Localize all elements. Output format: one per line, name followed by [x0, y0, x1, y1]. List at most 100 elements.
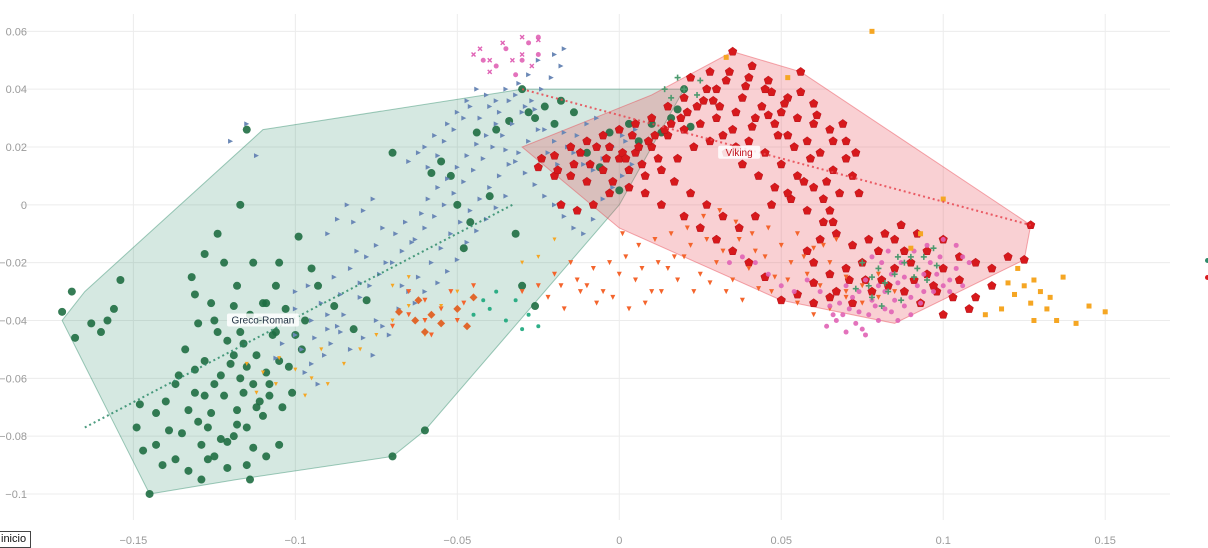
data-point: [109, 304, 118, 313]
data-point: [362, 296, 371, 305]
data-point: [380, 225, 386, 231]
data-point: [531, 114, 540, 123]
data-point: [428, 260, 434, 266]
data-point: [370, 352, 376, 358]
data-point: [804, 271, 810, 277]
data-point: [556, 200, 566, 209]
data-point: [228, 138, 234, 144]
inicio-button[interactable]: inicio: [0, 531, 32, 548]
data-point: [947, 277, 953, 283]
data-point: [982, 312, 988, 318]
data-point: [439, 304, 444, 309]
data-point: [561, 213, 567, 219]
data-point: [223, 463, 232, 472]
hull-label-viking: Viking: [726, 148, 753, 159]
data-point: [688, 242, 694, 248]
data-point: [422, 144, 428, 150]
data-point: [322, 352, 328, 358]
data-point: [299, 346, 305, 352]
data-point: [338, 329, 344, 335]
data-point: [262, 299, 271, 308]
data-point: [749, 231, 755, 237]
data-point: [572, 205, 582, 215]
data-point: [827, 303, 833, 309]
data-point: [811, 312, 817, 318]
data-point: [788, 260, 794, 266]
data-point: [331, 274, 337, 280]
data-point: [582, 136, 592, 146]
data-point: [171, 380, 180, 389]
data-point: [667, 114, 676, 123]
data-point: [999, 306, 1005, 312]
data-point: [762, 254, 768, 260]
data-point: [520, 260, 525, 265]
data-point: [833, 317, 839, 323]
data-point: [616, 271, 622, 277]
data-point: [778, 283, 784, 289]
data-point: [708, 95, 718, 105]
data-point: [577, 289, 583, 295]
data-point: [309, 376, 314, 381]
data-point: [485, 192, 494, 201]
data-point: [503, 46, 509, 52]
data-point: [493, 98, 499, 104]
data-point: [640, 188, 650, 198]
data-point: [880, 228, 890, 238]
data-point: [734, 223, 744, 232]
data-point: [539, 86, 545, 92]
data-point: [960, 283, 966, 289]
data-point: [763, 110, 773, 120]
data-point: [614, 124, 624, 134]
data-point: [103, 316, 112, 325]
data-point: [503, 147, 509, 153]
data-point: [370, 196, 376, 202]
data-point: [843, 283, 849, 289]
x-tick-label: 0.05: [771, 535, 792, 547]
data-point: [493, 63, 499, 69]
data-point: [812, 110, 822, 120]
data-point: [1028, 300, 1034, 306]
data-point: [598, 165, 608, 175]
data-point: [422, 297, 428, 303]
hull-label-greco-roman: Greco-Roman: [232, 315, 295, 326]
data-point: [825, 124, 835, 134]
data-point: [496, 173, 502, 179]
data-point: [666, 119, 676, 128]
data-point: [552, 51, 558, 57]
data-point: [689, 142, 699, 151]
y-tick-label: −0.1: [5, 489, 27, 501]
data-point: [200, 249, 209, 258]
data-point: [194, 417, 203, 426]
data-point: [236, 328, 245, 337]
data-point: [190, 388, 199, 397]
data-point: [411, 316, 420, 325]
data-point: [184, 466, 193, 475]
data-point: [718, 211, 728, 221]
data-point: [841, 263, 851, 273]
data-point: [817, 289, 823, 295]
data-point: [691, 289, 697, 295]
y-tick-label: −0.06: [0, 373, 27, 385]
data-point: [671, 254, 677, 260]
data-point: [966, 260, 972, 266]
data-point: [647, 113, 657, 122]
data-point: [918, 231, 924, 237]
y-tick-label: 0: [21, 200, 27, 212]
data-point: [866, 312, 872, 318]
data-point: [746, 265, 752, 271]
data-point: [477, 196, 483, 202]
data-point: [796, 67, 806, 76]
data-point: [236, 374, 245, 383]
data-point: [532, 182, 538, 188]
data-point: [1037, 289, 1043, 295]
data-point: [422, 289, 428, 295]
data-point: [1012, 291, 1018, 297]
x-tick-label: −0.05: [443, 535, 471, 547]
data-point: [271, 328, 280, 337]
hull-label-bg: [226, 313, 299, 327]
data-point: [477, 115, 483, 121]
data-point: [637, 159, 647, 169]
data-point: [472, 128, 481, 137]
data-point: [229, 351, 238, 360]
x-tick-label: −0.1: [284, 535, 306, 547]
